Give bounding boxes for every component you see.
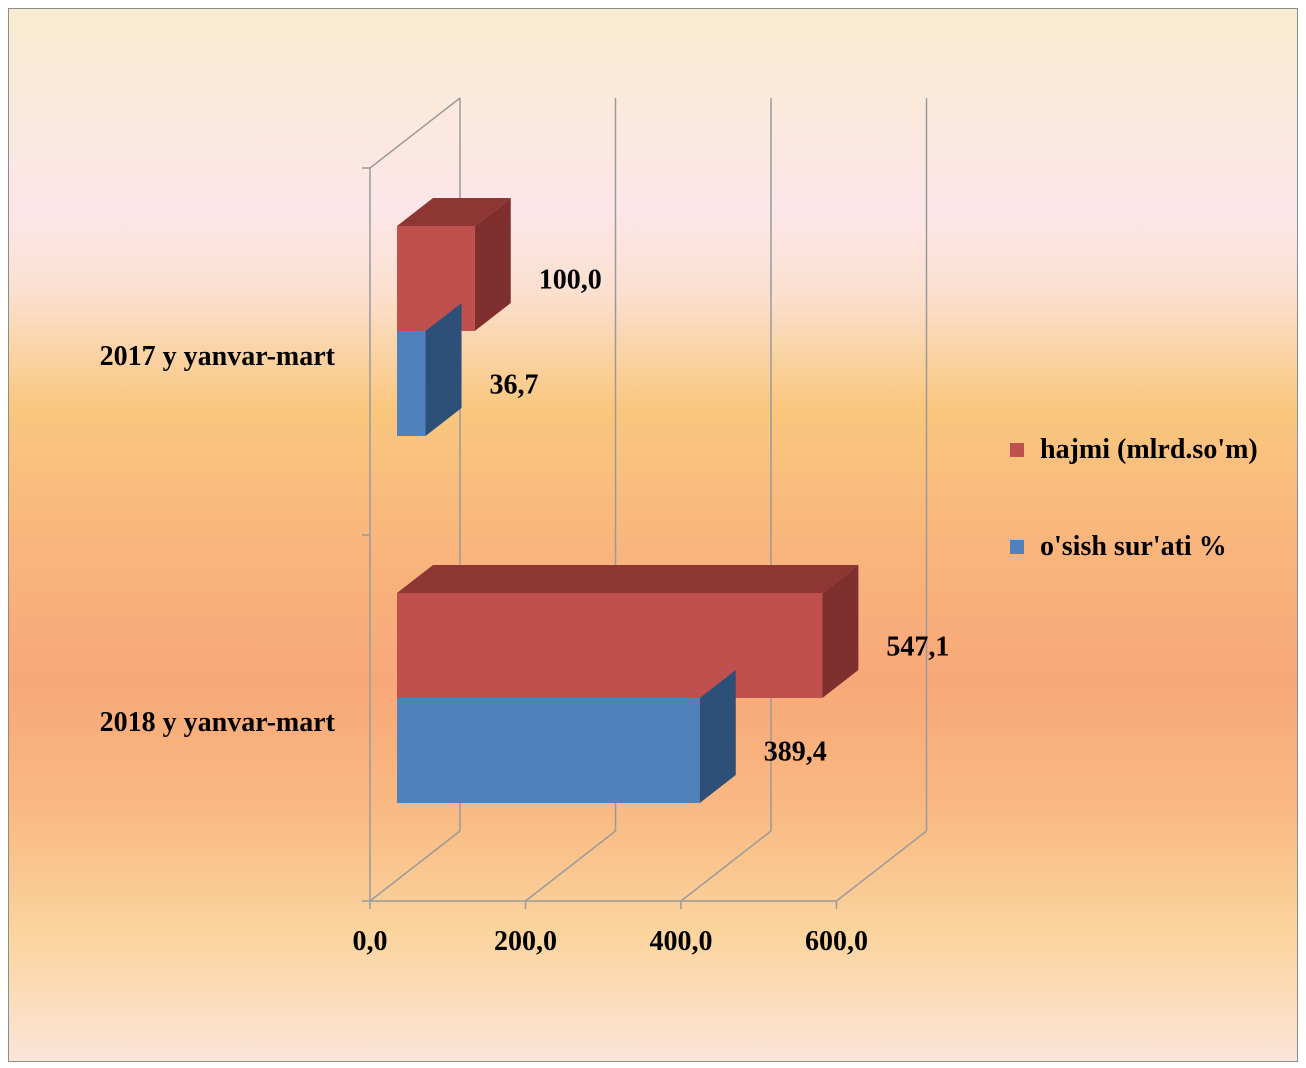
bar [397,331,426,436]
data-label: 389,4 [764,737,827,768]
floor-gridline [836,830,927,902]
category-label: 2017 y yanvar-mart [100,341,336,372]
bar [397,593,823,698]
data-labels: 100,0 36,7 547,1 389,4 [490,265,950,768]
x-tick-label: 0,0 [353,926,388,957]
wall-top-edge [369,97,461,169]
bar-side [699,670,736,803]
x-tick-label: 200,0 [494,926,557,957]
legend: hajmi (mlrd.so'm) o'sish sur'ati % [1010,434,1258,562]
x-axis-tick-labels: 0,0 200,0 400,0 600,0 [353,926,869,957]
bar [397,698,700,803]
legend-swatch [1010,540,1024,554]
floor-gridline [680,830,772,902]
bar-side [822,565,859,698]
chart-walls [362,97,927,909]
chart-area [8,8,1298,1062]
data-label: 100,0 [539,265,602,296]
x-tick-label: 600,0 [805,926,868,957]
bar [397,226,475,331]
x-tick-label: 400,0 [650,926,713,957]
bars [397,198,859,803]
floor-gridline [369,830,461,902]
data-label: 36,7 [490,370,539,401]
legend-label: o'sish sur'ati % [1040,531,1227,562]
bar-side [474,198,511,331]
legend-swatch [1010,443,1024,457]
floor-gridline [525,830,616,902]
category-labels: 2017 y yanvar-mart 2018 y yanvar-mart [100,341,336,738]
bar-side [425,303,462,436]
bar-top [397,565,859,593]
data-label: 547,1 [886,632,949,663]
category-label: 2018 y yanvar-mart [100,707,336,738]
bar-top [397,198,511,226]
legend-label: hajmi (mlrd.so'm) [1040,434,1258,465]
